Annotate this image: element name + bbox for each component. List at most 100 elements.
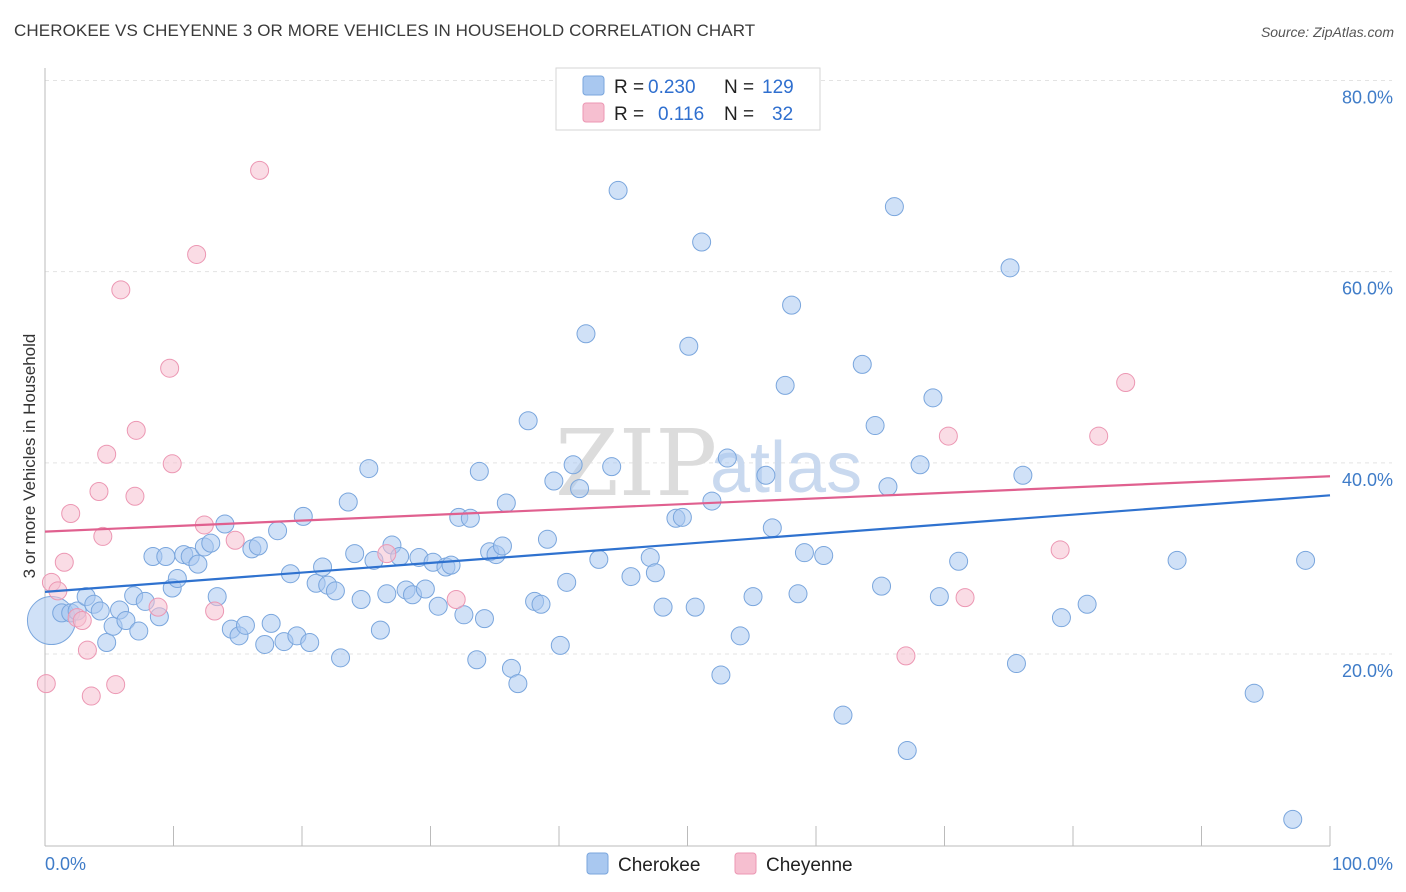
cheyenne-point-9 <box>89 482 109 502</box>
cherokee-point-113 <box>897 741 917 761</box>
legend-r-label-cheyenne: R = <box>614 104 644 125</box>
cherokee-points <box>26 180 1316 829</box>
cherokee-point-43 <box>331 648 351 668</box>
cherokee-point-37 <box>293 506 313 526</box>
cherokee-point-77 <box>544 471 564 491</box>
cherokee-point-62 <box>454 605 474 625</box>
cherokee-point-6 <box>90 601 110 621</box>
cherokee-point-31 <box>255 634 275 654</box>
cherokee-point-89 <box>653 597 673 617</box>
y-tick-label-1: 40.0% <box>1342 470 1393 490</box>
cheyenne-point-25 <box>446 590 466 610</box>
cherokee-point-69 <box>492 536 512 556</box>
y-tick-label-0: 20.0% <box>1342 661 1393 681</box>
cherokee-point-97 <box>717 448 737 468</box>
cherokee-point-86 <box>621 567 641 587</box>
legend-n-value-cherokee: 129 <box>762 77 794 98</box>
cherokee-point-93 <box>685 597 705 617</box>
cherokee-point-120 <box>1013 465 1033 485</box>
cherokee-trend-line <box>44 494 1331 593</box>
cheyenne-point-13 <box>111 280 131 300</box>
legend-r-value-cheyenne: 0.116 <box>658 104 704 125</box>
cheyenne-point-11 <box>97 444 117 464</box>
cherokee-point-116 <box>929 587 949 607</box>
cheyenne-point-30 <box>1089 426 1109 446</box>
legend: R = 0.230 N = 129 R = 0.116 N = 32 <box>555 67 821 131</box>
cheyenne-point-22 <box>225 530 245 550</box>
x-tick-label-0: 0.0% <box>45 854 86 874</box>
cherokee-point-80 <box>563 455 583 475</box>
cherokee-point-47 <box>359 459 379 479</box>
cherokee-point-32 <box>261 613 281 633</box>
legend-swatch-cherokee <box>582 75 605 96</box>
cherokee-point-118 <box>1000 258 1020 278</box>
cherokee-point-100 <box>756 465 776 485</box>
y-tick-label-3: 80.0% <box>1342 88 1393 108</box>
cheyenne-point-6 <box>72 611 92 631</box>
cheyenne-point-23 <box>250 160 270 180</box>
cheyenne-point-8 <box>81 686 101 706</box>
cherokee-point-103 <box>782 295 802 315</box>
cheyenne-points <box>36 160 1136 706</box>
cherokee-point-95 <box>702 491 722 511</box>
legend-r-value-cherokee: 0.230 <box>648 77 696 98</box>
bottom-legend: Cherokee Cheyenne <box>586 852 853 876</box>
cherokee-point-16 <box>156 547 176 567</box>
cherokee-point-123 <box>1167 550 1187 570</box>
cherokee-point-79 <box>557 572 577 592</box>
cheyenne-point-7 <box>77 640 97 660</box>
cheyenne-point-21 <box>205 601 225 621</box>
cherokee-point-73 <box>518 411 538 431</box>
cherokee-point-33 <box>268 521 288 541</box>
cheyenne-point-27 <box>938 426 958 446</box>
cherokee-point-66 <box>474 609 494 629</box>
cherokee-point-18 <box>167 568 187 588</box>
legend-n-label-cheyenne: N = <box>724 104 754 125</box>
cherokee-point-84 <box>602 457 622 477</box>
trend-lines <box>44 475 1331 593</box>
cheyenne-point-15 <box>126 420 146 440</box>
cherokee-point-110 <box>872 576 892 596</box>
cherokee-point-126 <box>1296 550 1316 570</box>
cherokee-point-94 <box>692 232 712 252</box>
cherokee-point-106 <box>814 546 834 566</box>
cherokee-point-102 <box>775 375 795 395</box>
cherokee-point-7 <box>97 633 117 653</box>
legend-r-label-cherokee: R = <box>614 77 644 98</box>
cheyenne-point-4 <box>61 503 81 523</box>
cherokee-point-10 <box>116 611 136 631</box>
cherokee-point-64 <box>467 650 487 670</box>
cherokee-point-109 <box>865 416 885 436</box>
cherokee-point-60 <box>441 555 461 575</box>
cherokee-point-96 <box>711 665 731 685</box>
grid-lines <box>45 80 1392 655</box>
cherokee-point-81 <box>570 479 590 499</box>
cherokee-point-42 <box>325 581 345 601</box>
cheyenne-point-31 <box>1116 373 1136 393</box>
cherokee-point-83 <box>589 549 609 569</box>
cherokee-point-104 <box>788 584 808 604</box>
watermark-atlas: atlas <box>710 428 862 508</box>
cherokee-point-111 <box>878 477 898 497</box>
legend-n-label-cherokee: N = <box>724 77 754 98</box>
cherokee-point-115 <box>923 388 943 408</box>
bottom-legend-cheyenne: Cheyenne <box>766 855 853 876</box>
source-label: Source: ZipAtlas.com <box>1260 24 1394 40</box>
cherokee-point-124 <box>1244 683 1264 703</box>
cherokee-point-105 <box>794 543 814 563</box>
cherokee-point-72 <box>508 674 528 694</box>
cherokee-point-28 <box>235 615 255 635</box>
bottom-legend-swatch-cheyenne <box>734 852 757 875</box>
bottom-legend-cherokee: Cherokee <box>618 855 700 876</box>
cherokee-point-40 <box>313 557 333 577</box>
cherokee-point-112 <box>884 197 904 217</box>
cherokee-point-114 <box>910 455 930 475</box>
cherokee-point-75 <box>531 594 551 614</box>
cheyenne-point-19 <box>187 244 207 264</box>
cherokee-point-70 <box>496 493 516 513</box>
cherokee-point-99 <box>743 587 763 607</box>
cherokee-point-119 <box>1006 654 1026 674</box>
x-tick-label-1: 100.0% <box>1332 854 1393 874</box>
cherokee-point-117 <box>949 551 969 571</box>
chart-title: CHEROKEE VS CHEYENNE 3 OR MORE VEHICLES … <box>14 21 756 40</box>
